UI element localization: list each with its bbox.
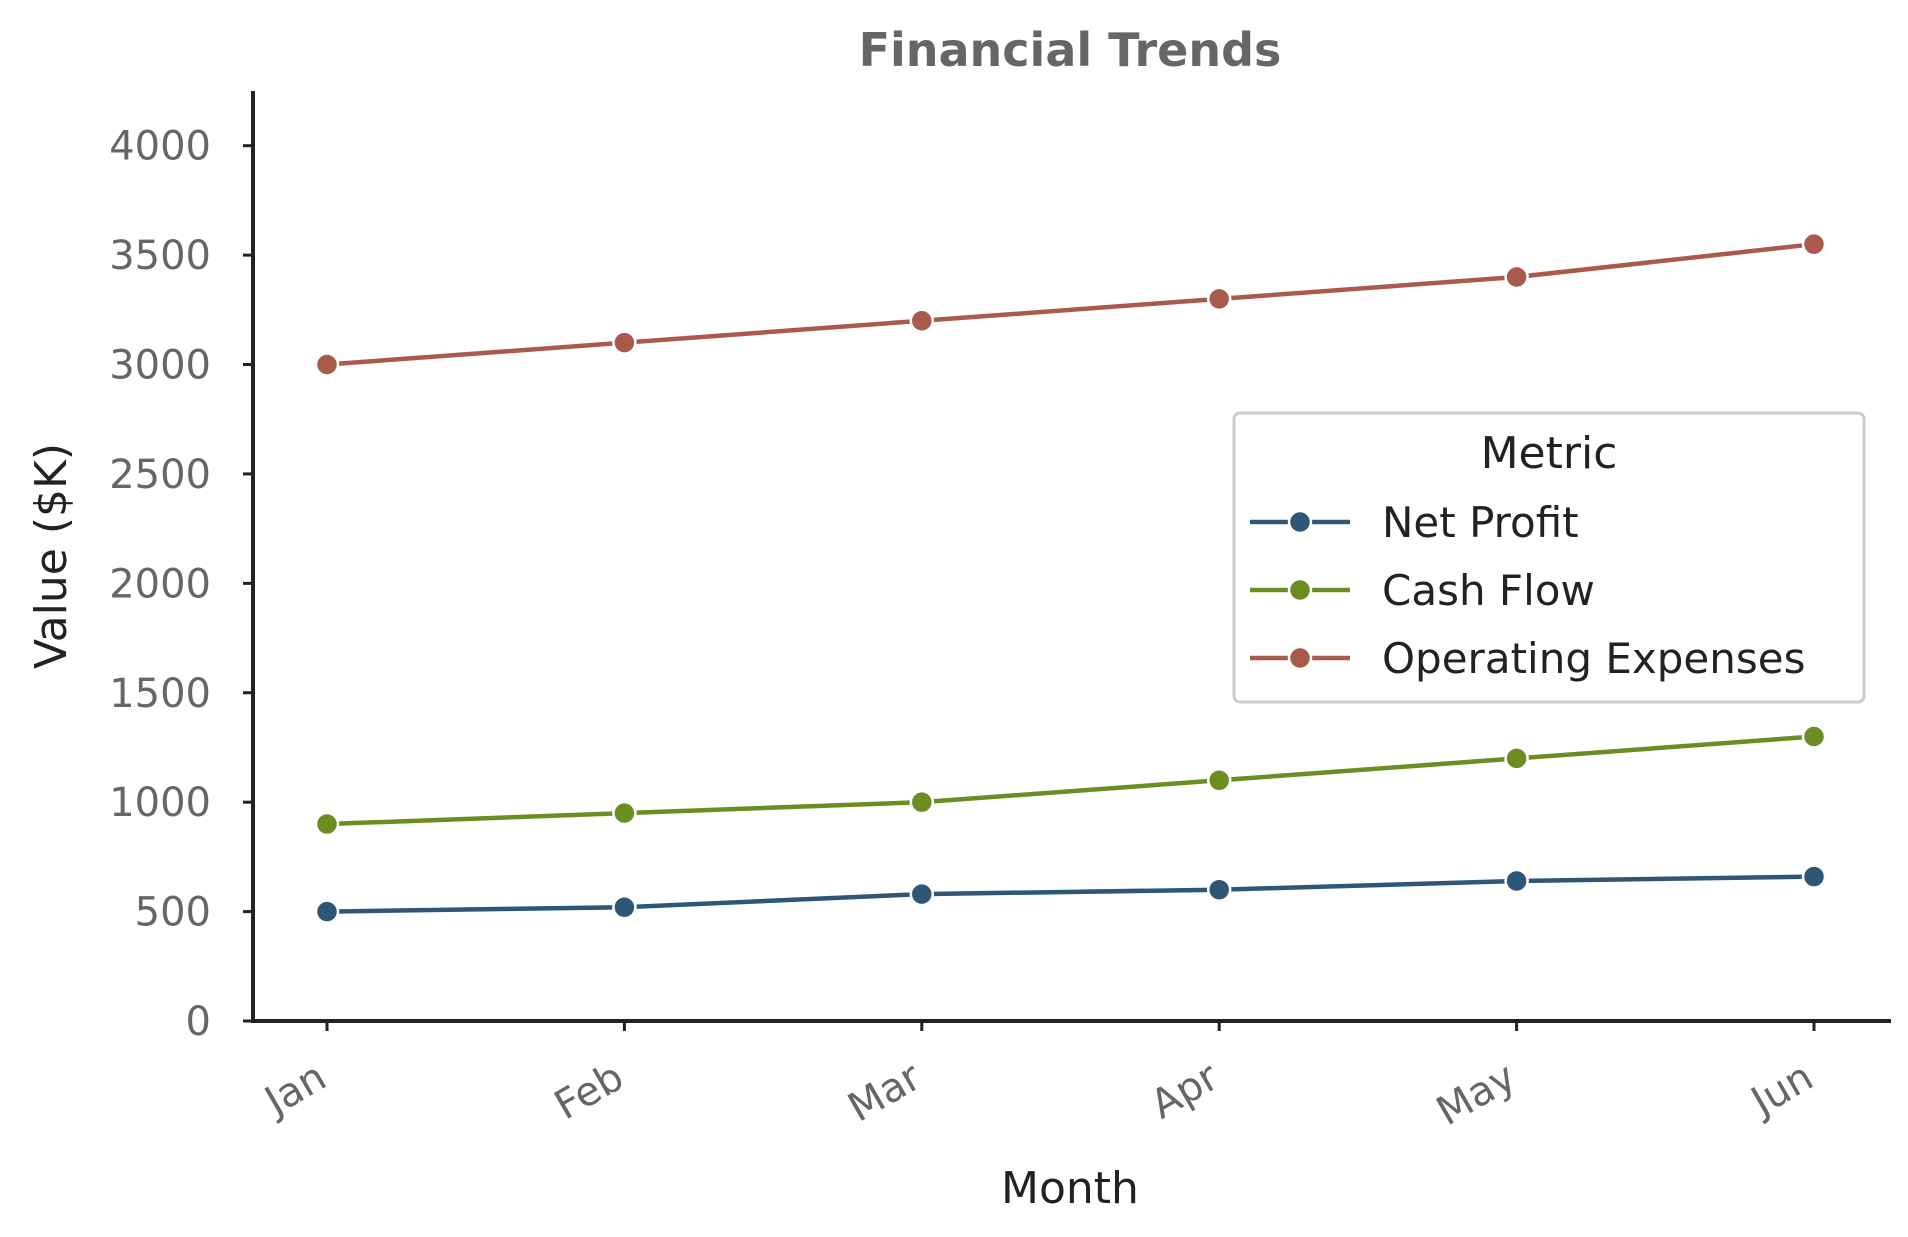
data-point-cash-flow bbox=[314, 811, 340, 837]
legend: Metric Net Profit Cash Flow Operating Expe… bbox=[1232, 411, 1866, 704]
y-tick-label: 2500 bbox=[109, 452, 211, 498]
legend-label-net-profit: Net Profit bbox=[1382, 498, 1579, 547]
data-point-net-profit bbox=[1504, 868, 1529, 894]
legend-box bbox=[1232, 411, 1866, 704]
x-axis-label: Month bbox=[1001, 1163, 1139, 1214]
y-tick-label: 0 bbox=[186, 999, 211, 1045]
y-tick-label: 2000 bbox=[109, 561, 211, 607]
data-point-net-profit bbox=[314, 899, 340, 924]
data-point-cash-flow bbox=[1206, 768, 1232, 793]
y-tick-label: 3500 bbox=[109, 233, 211, 279]
y-tick-label: 1500 bbox=[109, 671, 211, 717]
data-point-cash-flow bbox=[1801, 724, 1827, 749]
y-tick-label: 500 bbox=[135, 890, 211, 936]
y-tick-label: 4000 bbox=[109, 124, 211, 170]
series-line-operating-expenses bbox=[326, 241, 1815, 367]
x-tick-label: Jan bbox=[255, 1054, 334, 1126]
data-point-cash-flow bbox=[612, 800, 637, 826]
data-point-net-profit bbox=[1206, 877, 1232, 902]
legend-title: Metric bbox=[1481, 428, 1618, 479]
chart-title: Financial Trends bbox=[859, 23, 1282, 77]
x-tick-label: Mar bbox=[840, 1054, 929, 1132]
x-axis-ticks: Jan Feb Mar Apr May Jun bbox=[255, 1021, 1821, 1135]
data-point-operating-expenses bbox=[314, 352, 340, 377]
data-point-operating-expenses bbox=[909, 308, 935, 334]
data-point-cash-flow bbox=[1504, 746, 1529, 771]
legend-items: Net Profit Cash Flow Operating Expenses bbox=[1250, 498, 1805, 683]
data-point-operating-expenses bbox=[612, 330, 637, 355]
y-axis-label: Value ($K) bbox=[26, 443, 77, 669]
x-tick-label: May bbox=[1429, 1054, 1524, 1135]
data-point-operating-expenses bbox=[1206, 286, 1232, 312]
x-tick-label: Feb bbox=[547, 1054, 631, 1129]
series-line-cash-flow bbox=[326, 734, 1815, 827]
y-tick-label: 3000 bbox=[109, 343, 211, 389]
data-point-net-profit bbox=[1801, 864, 1827, 889]
x-tick-label: Jun bbox=[1741, 1054, 1821, 1127]
y-axis-ticks: 0 500 1000 1500 2000 2500 3000 3500 4000 bbox=[109, 124, 253, 1045]
legend-label-cash-flow: Cash Flow bbox=[1382, 566, 1595, 615]
data-point-net-profit bbox=[612, 894, 637, 920]
data-point-cash-flow bbox=[909, 789, 935, 815]
series-layer bbox=[314, 231, 1827, 924]
y-tick-label: 1000 bbox=[109, 780, 211, 826]
legend-marker-net-profit bbox=[1287, 509, 1313, 535]
series-line-net-profit bbox=[326, 874, 1815, 914]
data-point-net-profit bbox=[909, 881, 935, 907]
data-point-operating-expenses bbox=[1801, 231, 1827, 257]
legend-label-operating-expenses: Operating Expenses bbox=[1382, 634, 1805, 683]
legend-marker-operating-expenses bbox=[1287, 645, 1313, 671]
legend-marker-cash-flow bbox=[1287, 577, 1313, 603]
data-point-operating-expenses bbox=[1504, 264, 1529, 290]
x-tick-label: Apr bbox=[1143, 1054, 1226, 1129]
